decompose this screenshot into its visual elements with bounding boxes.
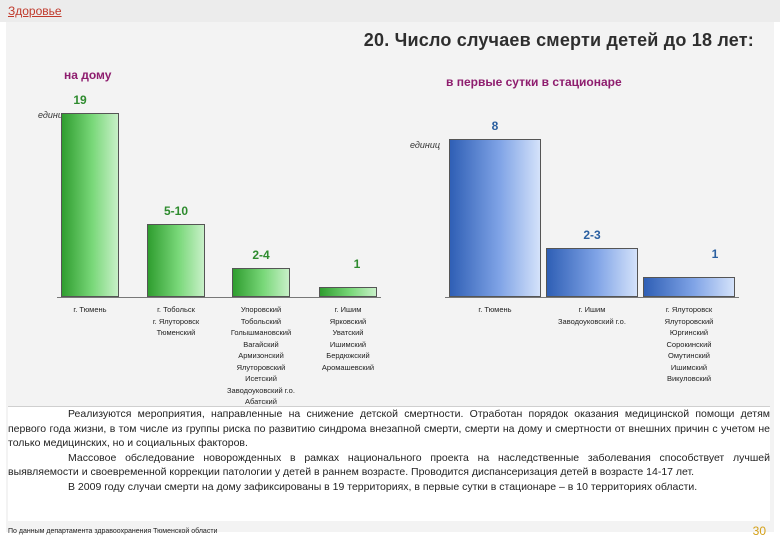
paragraph-2009-summary: В 2009 году случаи смерти на дому зафикс… bbox=[68, 480, 698, 493]
territory-name: Ишимский bbox=[329, 339, 367, 349]
page-title: 20. Число случаев смерти детей до 18 лет… bbox=[363, 30, 754, 50]
breadcrumb-link[interactable]: Здоровье bbox=[8, 4, 62, 18]
top-bar: Здоровье bbox=[0, 0, 780, 22]
hospital-value-label: 1 bbox=[711, 247, 719, 261]
home-value-label: 19 bbox=[73, 93, 87, 107]
territory-name: г. Тюмень bbox=[73, 305, 107, 314]
home-baseline bbox=[57, 297, 381, 298]
territory-name: Ярковский bbox=[329, 316, 367, 326]
home-value-label: 5-10 bbox=[163, 204, 189, 218]
territory-name: Аромашевский bbox=[321, 362, 375, 372]
home-bar bbox=[319, 287, 377, 297]
territory-name: г. Ялуторовск bbox=[152, 316, 200, 326]
home-value-label: 1 bbox=[353, 257, 361, 271]
home-category-label: г. Ишим Ярковский Уватский Ишимский Бердюжск… bbox=[306, 304, 390, 373]
hospital-category-label: г. Ишим Заводоуковский г.о. bbox=[550, 304, 634, 327]
home-bar bbox=[147, 224, 205, 297]
territory-name: Заводоуковский г.о. bbox=[558, 316, 626, 326]
territory-name: г. Тюмень bbox=[478, 305, 512, 314]
page-number: 30 bbox=[752, 524, 766, 538]
home-category-label: Упоровский Тобольский Голышмановский Вагайс… bbox=[219, 304, 303, 408]
territory-name: Тюменский bbox=[156, 328, 196, 337]
territory-name: г. Ишим bbox=[334, 305, 362, 314]
territory-name: Голышмановский bbox=[230, 328, 292, 337]
source-note: По данным департамента здравоохранения Т… bbox=[8, 528, 218, 535]
territory-name: Абатский bbox=[245, 397, 277, 406]
territory-name: г. Тобольск bbox=[157, 305, 195, 314]
territory-name: Исетский bbox=[245, 374, 277, 383]
territory-name: Омутинский bbox=[667, 351, 710, 360]
territory-name: Юргинский bbox=[669, 328, 709, 337]
hospital-category-label: г. Ялуторовск Ялуторовский Юргинский Сороки… bbox=[647, 304, 731, 385]
home-category-label: г. Тюмень bbox=[48, 304, 132, 316]
hospital-value-label: 8 bbox=[491, 119, 499, 133]
hospital-chart-title: в первые сутки в стационаре bbox=[446, 75, 622, 89]
territory-name: Сорокинский bbox=[666, 339, 712, 349]
hospital-bar bbox=[449, 139, 541, 297]
territory-name: Бердюжский bbox=[326, 351, 370, 360]
hospital-bar bbox=[643, 277, 735, 297]
hospital-bar bbox=[546, 248, 638, 297]
home-bar bbox=[61, 113, 119, 297]
hospital-category-label: г. Тюмень bbox=[453, 304, 537, 316]
description-box: Реализуются мероприятия, направленные на… bbox=[8, 406, 770, 521]
home-category-label: г. Тобольск г. Ялуторовск Тюменский bbox=[134, 304, 218, 339]
home-value-label: 2-4 bbox=[252, 248, 270, 262]
paragraph-screening: Массовое обследование новорожденных в ра… bbox=[8, 451, 770, 479]
hospital-value-label: 2-3 bbox=[583, 228, 601, 242]
territory-name: Викуловский bbox=[666, 374, 712, 383]
territory-name: Ялуторовский bbox=[236, 362, 286, 372]
territory-name: Упоровский bbox=[240, 305, 282, 314]
territory-name: Ялуторовский bbox=[664, 316, 714, 326]
territory-name: г. Ялуторовск bbox=[665, 305, 713, 314]
hospital-unit-label: единиц bbox=[410, 140, 440, 150]
home-chart-title: на дому bbox=[64, 68, 112, 82]
home-bar bbox=[232, 268, 290, 297]
territory-name: Заводоуковский г.о. bbox=[227, 385, 295, 395]
hospital-baseline bbox=[445, 297, 739, 298]
territory-name: Уватский bbox=[332, 328, 364, 337]
paragraph-measures: Реализуются мероприятия, направленные на… bbox=[8, 408, 770, 449]
home-unit-label: единиц bbox=[38, 110, 68, 120]
territory-name: Тобольский bbox=[240, 316, 282, 326]
territory-name: Армизонский bbox=[238, 351, 284, 360]
territory-name: Ишимский bbox=[670, 362, 708, 372]
territory-name: г. Ишим bbox=[578, 305, 606, 314]
territory-name: Вагайский bbox=[243, 339, 279, 349]
